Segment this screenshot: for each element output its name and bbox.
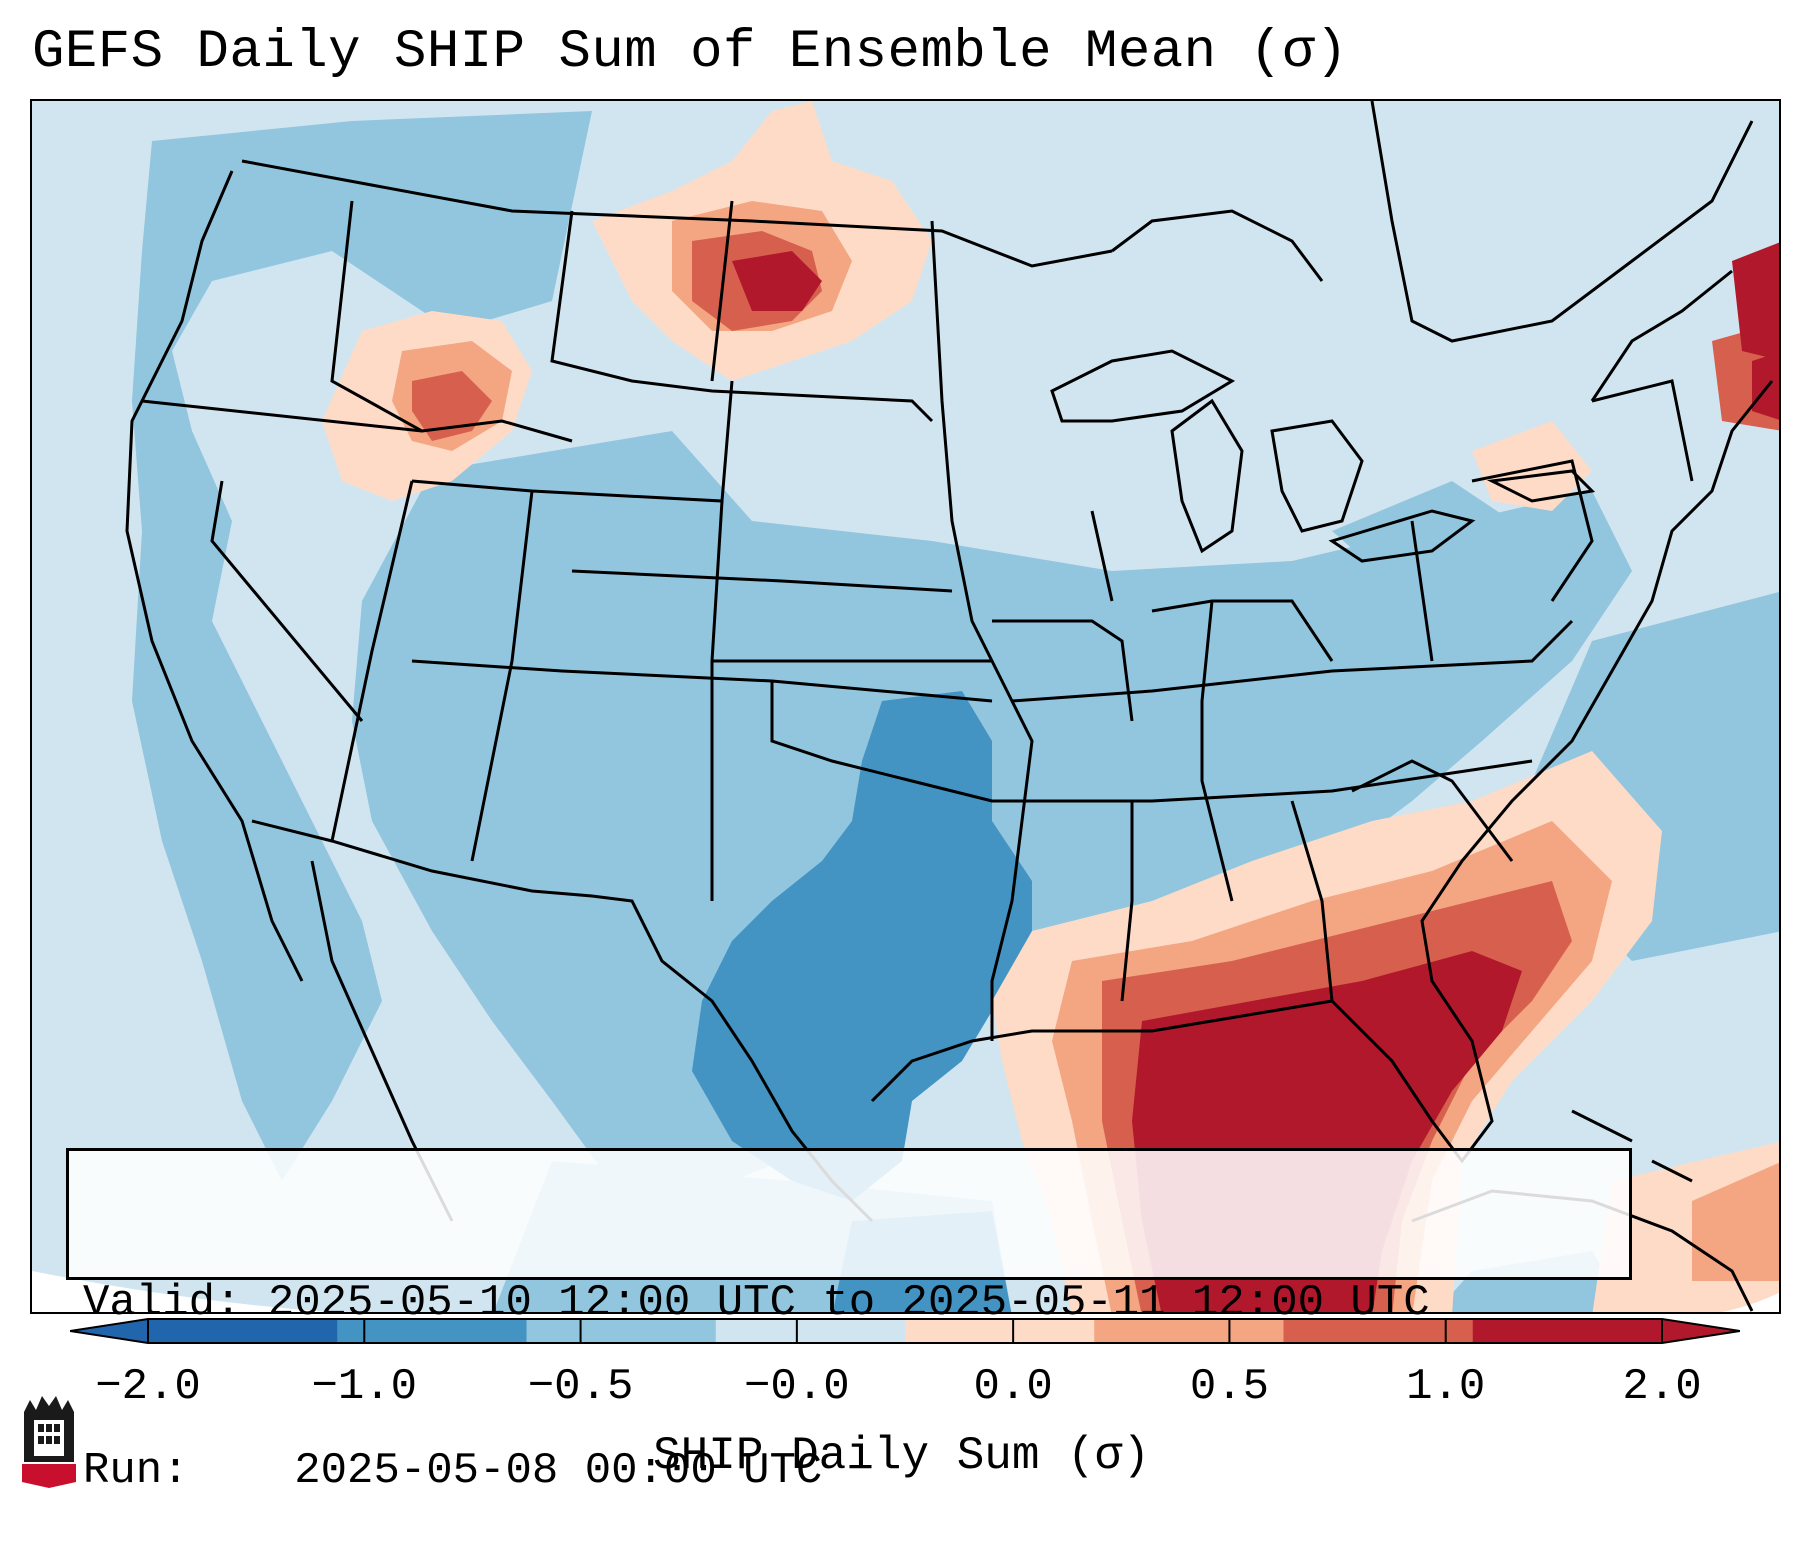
colorbar-segment (148, 1319, 338, 1343)
colorbar-label: SHIP Daily Sum (σ) (653, 1430, 1150, 1482)
colorbar-segment (1283, 1319, 1474, 1343)
niu-logo-icon (22, 1396, 76, 1488)
colorbar (70, 1318, 1740, 1344)
colorbar-extend-low (70, 1319, 148, 1343)
colorbar-tick-label: 1.0 (1406, 1362, 1486, 1412)
boundary-lines (125, 101, 1774, 1312)
colorbar-segment (905, 1319, 1095, 1343)
colorbar-tick-label: −0.5 (527, 1362, 634, 1412)
colorbar-tick-label: 2.0 (1622, 1362, 1702, 1412)
colorbar-tick-label: −1.0 (311, 1362, 418, 1412)
run-label: Run: (83, 1446, 189, 1496)
colorbar-segment (337, 1319, 527, 1343)
colorbar-tick-label: 0.5 (1189, 1362, 1270, 1412)
run-line: Run: 2025-05-08 00:00 UTC (83, 1443, 1629, 1499)
colorbar-tick-label: 0.0 (973, 1362, 1053, 1412)
run-value: 2025-05-08 00:00 UTC (294, 1446, 823, 1496)
colorbar-tick-label: −2.0 (95, 1362, 201, 1412)
valid-run-box: Valid: 2025-05-10 12:00 UTC to 2025-05-1… (66, 1148, 1632, 1496)
colorbar-outline (70, 1318, 1740, 1344)
map-panel (30, 99, 1781, 1314)
colorbar-segment (1472, 1319, 1663, 1343)
colorbar-segment (715, 1319, 906, 1343)
shaded-map (32, 101, 1779, 1312)
colorbar-segment (1094, 1319, 1284, 1343)
colorbar-segment (526, 1319, 717, 1343)
map-title: GEFS Daily SHIP Sum of Ensemble Mean (σ) (32, 22, 1349, 83)
colorbar-tick-label: −0.0 (744, 1362, 850, 1412)
colorbar-extend-high (1662, 1319, 1740, 1343)
